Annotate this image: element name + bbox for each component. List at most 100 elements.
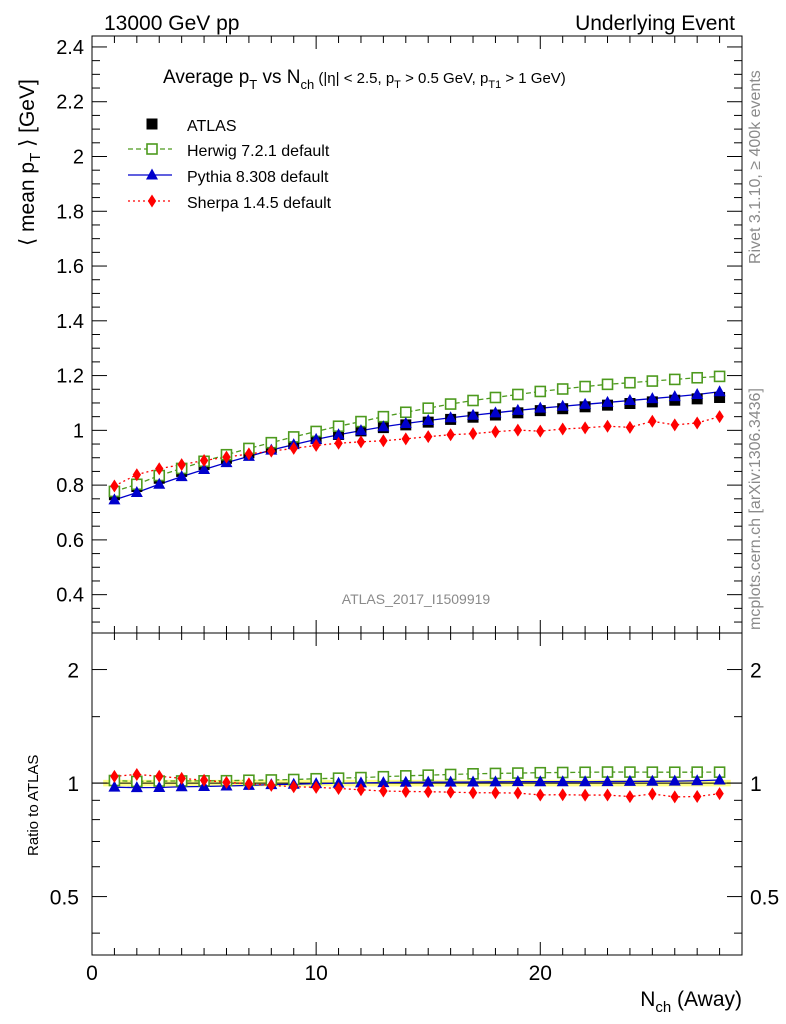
y-tick-label: 1.4	[56, 311, 84, 333]
x-tick-label: 10	[304, 962, 327, 985]
sherpa-point	[513, 423, 523, 437]
pythia-ratio-point	[623, 774, 636, 786]
pythia-point	[108, 493, 121, 505]
pythia-ratio-point	[422, 775, 435, 787]
legend-marker-herwig	[146, 143, 158, 155]
herwig-point	[512, 388, 524, 401]
pythia-point	[534, 401, 547, 413]
sherpa-point	[379, 434, 388, 448]
sherpa-point	[289, 441, 298, 455]
pythia-ratio-point	[444, 775, 457, 787]
sherpa-point	[715, 410, 724, 424]
y-tick-label: 1.6	[56, 256, 84, 278]
pythia-point	[601, 395, 614, 407]
sherpa-point	[267, 444, 276, 458]
legend-marker-sherpa	[147, 194, 157, 208]
sherpa-ratio-line	[114, 773, 720, 798]
sherpa-ratio-point	[356, 783, 366, 797]
sherpa-ratio-point	[625, 790, 635, 804]
sherpa-point	[580, 421, 590, 435]
sherpa-point	[692, 416, 702, 430]
pythia-ratio-point	[534, 775, 547, 787]
ratio-y-axis-label: Ratio to ATLAS	[25, 755, 42, 856]
mcplots-label: mcplots.cern.ch [arXiv:1306.3436]	[747, 388, 764, 630]
legend-marker-pythia	[146, 168, 158, 180]
sherpa-ratio-point	[536, 788, 545, 802]
sherpa-ratio-point	[692, 790, 702, 804]
sherpa-ratio-point	[715, 787, 724, 801]
herwig-point	[713, 370, 726, 383]
pythia-ratio-point	[691, 774, 704, 786]
sherpa-point	[177, 458, 186, 472]
sherpa-point	[334, 436, 343, 450]
pythia-point	[399, 417, 412, 429]
pythia-point	[556, 399, 569, 411]
sherpa-ratio-point	[311, 780, 321, 794]
pythia-point	[489, 406, 502, 418]
legend-marker-atlas	[146, 118, 158, 130]
x-tick-label: 0	[86, 962, 98, 985]
pythia-point	[354, 424, 367, 436]
sherpa-ratio-point	[648, 787, 657, 801]
pythia-ratio-point	[668, 774, 681, 786]
sherpa-point	[558, 422, 567, 436]
sherpa-point	[536, 424, 545, 438]
herwig-point	[422, 402, 435, 414]
pythia-ratio-point	[489, 775, 502, 787]
pythia-ratio-point	[153, 780, 166, 792]
pythia-point	[332, 428, 345, 440]
sherpa-point	[468, 427, 478, 441]
sherpa-point	[603, 419, 612, 433]
herwig-point	[691, 371, 703, 384]
chart-title: Average pT vs Nch (|η| < 2.5, pT > 0.5 G…	[163, 67, 566, 92]
sherpa-ratio-point	[580, 788, 590, 802]
pythia-ratio-point	[175, 780, 188, 792]
sherpa-ratio-point	[670, 790, 679, 804]
sherpa-ratio-point	[110, 769, 119, 783]
ratio-y-tick-label-right: 1	[750, 773, 762, 796]
sherpa-point	[244, 447, 254, 461]
pythia-ratio-point	[556, 775, 569, 787]
header-right: Underlying Event	[575, 12, 735, 35]
herwig-point	[377, 410, 390, 423]
sherpa-ratio-point	[491, 786, 500, 800]
data-series	[108, 370, 726, 804]
herwig-point	[489, 391, 502, 404]
header-left: 13000 GeV pp	[104, 12, 239, 35]
pythia-line	[114, 391, 720, 501]
pythia-point	[668, 390, 681, 402]
pythia-point	[623, 393, 636, 405]
sherpa-ratio-point	[289, 780, 298, 794]
x-tick-label: 20	[529, 962, 552, 985]
pythia-ratio-line	[114, 779, 720, 789]
sherpa-ratio-point	[177, 771, 186, 785]
pythia-ratio-point	[108, 780, 121, 792]
sherpa-point	[491, 425, 500, 439]
sherpa-point	[401, 432, 410, 446]
sherpa-ratio-point	[155, 769, 164, 783]
pythia-point	[467, 408, 480, 420]
sherpa-ratio-point	[267, 778, 276, 792]
sherpa-point	[110, 479, 119, 493]
sherpa-point	[625, 420, 635, 434]
pythia-point	[310, 432, 323, 444]
ratio-y-tick-label-right: 2	[750, 660, 762, 683]
pythia-point	[422, 413, 435, 425]
herwig-point	[624, 376, 636, 389]
axis-ticks: 0 10 20 0.4 0.6 0.8 1 1.2 1.4 1.6 1.8 2 2.2 2.4 0.5 0.5…	[50, 36, 779, 985]
y-tick-label: 0.6	[56, 530, 84, 552]
ratio-y-tick-label: 1	[67, 773, 79, 796]
y-tick-label: 2	[73, 146, 84, 168]
sherpa-point	[155, 462, 164, 476]
ratio-y-tick-label: 0.5	[50, 887, 79, 910]
sherpa-point	[222, 450, 231, 464]
pythia-point	[175, 470, 188, 482]
sherpa-point	[132, 468, 142, 482]
sherpa-ratio-point	[513, 786, 523, 800]
sherpa-ratio-point	[222, 775, 231, 789]
rivet-label: Rivet 3.1.10, ≥ 400k events	[747, 70, 764, 264]
herwig-point	[601, 378, 614, 391]
sherpa-ratio-point	[603, 788, 612, 802]
pythia-ratio-point	[467, 775, 480, 787]
